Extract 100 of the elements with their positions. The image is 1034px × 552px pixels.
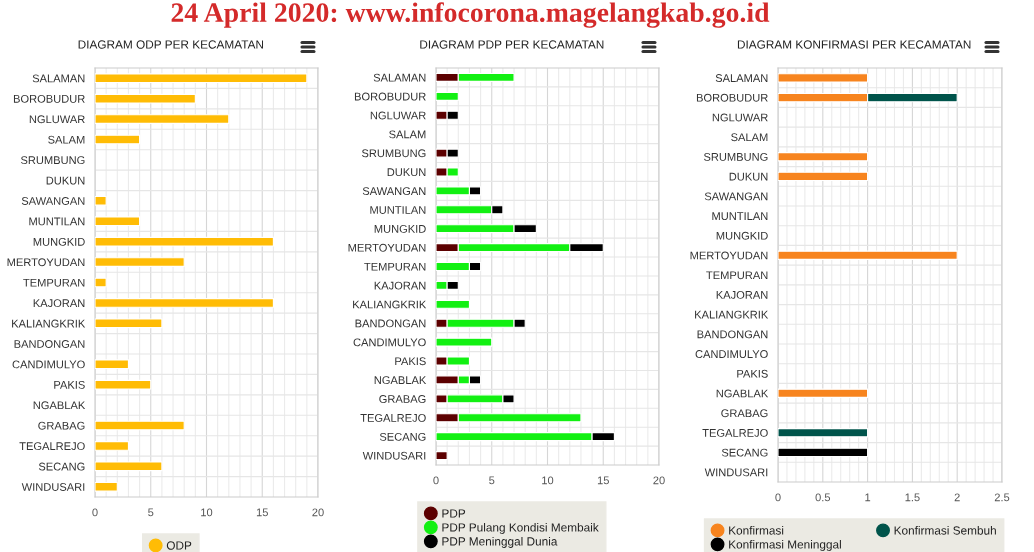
y-tick-label: BANDONGAN <box>697 330 768 339</box>
y-tick-label: CANDIMULYO <box>695 350 768 358</box>
y-tick-label: SECANG <box>379 432 426 441</box>
y-tick-label: KAJORAN <box>33 299 85 308</box>
y-tick-label: MUNGKID <box>374 224 426 233</box>
y-tick-label: SECANG <box>721 448 768 457</box>
y-tick-label: MERTOYUDAN <box>690 251 768 260</box>
y-tick-label: PAKIS <box>54 380 85 389</box>
x-tick-label: 20 <box>312 508 324 517</box>
text: 24 April 2020: www.infocorona.magelangkab.go.id <box>171 2 770 28</box>
bar <box>95 114 230 124</box>
y-tick-label: SRUMBUNG <box>20 156 85 165</box>
y-tick-label: NGABLAK <box>33 401 86 410</box>
y-tick-label: SALAM <box>48 135 85 144</box>
y-tick-label: TEMPURAN <box>706 271 768 280</box>
y-tick-label: MUNGKID <box>716 231 768 240</box>
y-tick-label: WINDUSARI <box>21 483 85 491</box>
x-tick-label: 2 <box>954 493 960 502</box>
y-tick-label: KAJORAN <box>716 290 768 299</box>
legend-label: Konfirmasi <box>729 525 784 535</box>
x-tick-label: 5 <box>148 508 154 517</box>
legend-label: ODP <box>166 541 192 550</box>
bar <box>95 93 196 104</box>
bar <box>436 451 448 461</box>
y-tick-label: SRUMBUNG <box>703 152 768 161</box>
y-tick-label: TEMPURAN <box>23 278 85 287</box>
y-tick-label: SRUMBUNG <box>361 149 426 158</box>
bar <box>95 441 130 451</box>
bar <box>95 318 163 329</box>
bar <box>95 277 107 288</box>
x-tick-label: 20 <box>653 476 665 485</box>
y-tick-label: MUNTILAN <box>29 217 85 226</box>
y-tick-label: SECANG <box>38 462 85 471</box>
y-tick-label: MUNTILAN <box>712 212 768 220</box>
x-tick-label: 0 <box>433 476 439 485</box>
chart-title: DIAGRAM KONFIRMASI PER KECAMATAN <box>737 40 971 49</box>
x-tick-label: 0 <box>775 493 781 502</box>
legend-label: PDP <box>442 509 466 518</box>
y-tick-label: SALAM <box>731 133 768 142</box>
y-tick-label: DUKUN <box>46 176 85 185</box>
y-tick-label: NGLUWAR <box>712 113 768 122</box>
bar <box>95 236 274 247</box>
y-tick-label: TEMPURAN <box>364 262 426 271</box>
bar <box>95 420 185 431</box>
y-tick-label: SALAMAN <box>715 74 768 82</box>
x-tick-label: 15 <box>597 476 609 485</box>
y-tick-label: DUKUN <box>729 172 768 181</box>
bar <box>95 73 308 84</box>
y-tick-label: CANDIMULYO <box>353 338 426 347</box>
y-tick-label: BOROBUDUR <box>696 93 768 102</box>
bar <box>95 379 152 390</box>
legend-label: Konfirmasi Meninggal <box>729 539 841 551</box>
y-tick-label: WINDUSARI <box>704 468 768 477</box>
y-tick-label: MERTOYUDAN <box>7 258 85 267</box>
y-tick-label: WINDUSARI <box>362 451 426 460</box>
bar <box>436 91 459 101</box>
y-tick-label: TEGALREJO <box>360 414 426 422</box>
y-tick-label: MUNTILAN <box>370 206 426 214</box>
x-tick-label: 5 <box>489 476 495 485</box>
y-tick-label: MERTOYUDAN <box>348 243 426 252</box>
y-tick-label: MUNGKID <box>33 237 85 246</box>
bar <box>95 461 163 472</box>
y-tick-label: KALIANGKRIK <box>353 300 427 309</box>
x-tick-label: 10 <box>201 508 213 517</box>
bar <box>95 298 274 308</box>
y-tick-label: DUKUN <box>387 168 426 177</box>
y-tick-label: GRABAG <box>38 421 85 430</box>
bar <box>95 257 185 267</box>
y-tick-label: PAKIS <box>395 357 426 366</box>
y-tick-label: NGLUWAR <box>370 111 426 120</box>
y-tick-label: KALIANGKRIK <box>695 310 769 319</box>
chart-title: DIAGRAM PDP PER KECAMATAN <box>420 40 604 49</box>
y-tick-label: KALIANGKRIK <box>12 319 86 328</box>
x-tick-label: 2.5 <box>994 493 1010 502</box>
y-tick-label: NGABLAK <box>716 389 769 398</box>
y-tick-label: SALAMAN <box>32 74 85 83</box>
bar <box>95 481 118 492</box>
y-tick-label: BOROBUDUR <box>13 94 85 103</box>
legend-label: PDP Meninggal Dunia <box>442 536 558 548</box>
y-tick-label: GRABAG <box>721 409 768 418</box>
y-tick-label: BOROBUDUR <box>354 92 426 101</box>
bar <box>436 337 493 347</box>
y-tick-label: SALAM <box>389 130 426 139</box>
y-tick-label: KAJORAN <box>374 281 426 290</box>
x-tick-label: 15 <box>256 508 268 517</box>
x-tick-label: 10 <box>542 476 554 485</box>
legend-label: Konfirmasi Sembuh <box>894 525 996 535</box>
y-tick-label: CANDIMULYO <box>12 360 85 369</box>
y-tick-label: SALAMAN <box>373 73 426 82</box>
x-tick-label: 1.5 <box>905 493 920 502</box>
bar <box>95 134 141 145</box>
x-tick-label: 0.5 <box>815 493 831 502</box>
y-tick-label: BANDONGAN <box>14 340 85 348</box>
y-tick-label: SAWANGAN <box>21 197 85 205</box>
y-tick-label: TEGALREJO <box>19 442 85 451</box>
bar <box>436 299 471 309</box>
y-tick-label: NGLUWAR <box>29 115 85 124</box>
x-tick-label: 0 <box>92 508 98 517</box>
bar <box>95 195 107 206</box>
y-tick-label: GRABAG <box>379 395 426 403</box>
